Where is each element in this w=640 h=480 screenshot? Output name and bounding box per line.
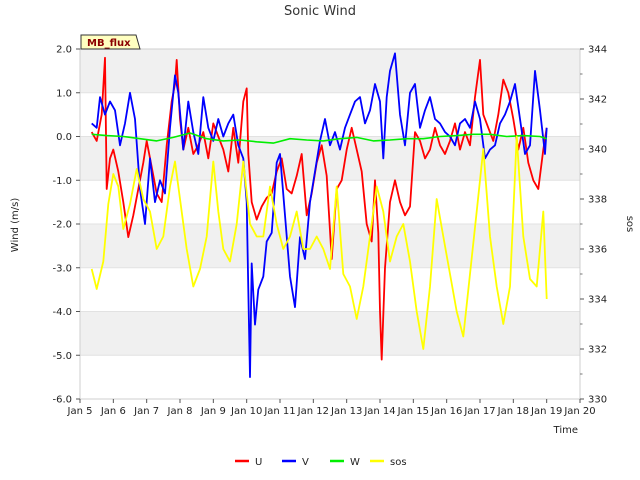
series-line-w [91,132,547,144]
legend-label-w: W [350,457,360,468]
x-tick-label: Jan 19 [530,406,562,417]
y-tick-label: -3.0 [52,263,72,274]
y-tick-label: 2.0 [56,45,72,56]
y2-tick-label: 342 [588,95,607,106]
badge: MB_flux [80,34,141,50]
y2-tick-label: 332 [588,345,607,356]
axes-layer: -6.0 -5.0 -4.0 -3.0 -2.0 -1.0 0.0 1.0 2.0 330 332 3… [52,45,607,418]
badge-label: MB_flux [87,38,131,49]
x-tick-label: Jan 6 [100,406,126,417]
y2-tick-label: 334 [588,295,607,306]
y2-tick-label: 330 [588,395,607,406]
y2-tick-label: 336 [588,245,607,256]
x-tick-label: Jan 20 [563,406,595,417]
y-tick-label: -4.0 [52,307,72,318]
legend-label-sos: sos [390,457,407,468]
y-tick-label: -2.0 [52,220,72,231]
x-tick-label: Jan 12 [297,406,329,417]
series-line-v [91,52,548,379]
badge-box [80,34,141,50]
x-tick-label: Jan 9 [200,406,226,417]
x-tick-label: Jan 5 [67,406,93,417]
y2-tick-label: 340 [588,145,607,156]
y2-axis-title: sos [624,216,635,233]
y-tick-label: -5.0 [52,351,72,362]
y-tick-label: 1.0 [56,88,72,99]
y-tick-label: 0.0 [56,132,72,143]
series-layer [90,52,548,379]
legend-label-v: V [302,457,309,468]
x-tick-label: Jan 14 [363,406,395,417]
y2-tick-label: 338 [588,195,607,206]
x-tick-label: Jan 8 [167,406,193,417]
y-axis-title: Wind (m/s) [10,198,21,253]
x-tick-label: Jan 7 [133,406,159,417]
x-tick-label: Jan 15 [397,406,429,417]
y-tick-label: -6.0 [52,395,72,406]
y-tick-label: -1.0 [52,176,72,187]
y2-tick-label: 344 [588,45,607,56]
series-line-sos [90,135,548,350]
grid-band [80,311,580,356]
x-tick-label: Jan 11 [263,406,295,417]
legend-label-u: U [255,457,262,468]
grid-band [80,49,580,93]
x-tick-label: Jan 13 [330,406,362,417]
chart-title: Sonic Wind [284,4,356,19]
x-tick-label: Jan 16 [430,406,462,417]
x-tick-label: Jan 17 [463,406,495,417]
x-axis-title: Time [553,425,578,436]
x-tick-label: Jan 18 [497,406,529,417]
x-tick-label: Jan 10 [230,406,262,417]
